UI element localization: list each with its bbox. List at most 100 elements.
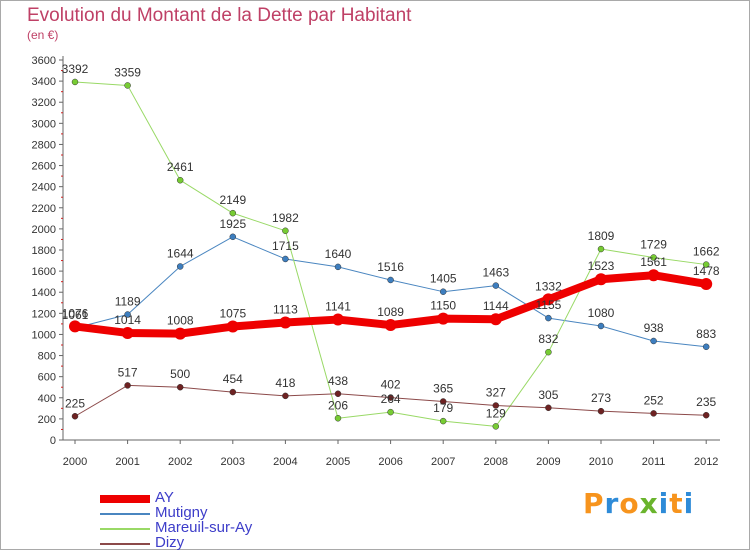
data-label-dizy: 235	[696, 395, 716, 409]
data-point-dizy	[650, 410, 657, 417]
data-point-ay	[174, 327, 187, 340]
data-label-mareuil-sur-ay: 832	[538, 332, 558, 346]
data-point-ay	[595, 273, 607, 286]
y-tick-label: 3600	[32, 55, 56, 67]
logo-letter: x	[639, 487, 659, 520]
data-point-mutigny	[702, 343, 710, 351]
data-point-dizy	[439, 398, 447, 405]
data-point-mareuil-sur-ay	[650, 254, 657, 261]
legend-label: AY	[155, 489, 174, 506]
data-point-mutigny	[334, 263, 342, 271]
data-label-mutigny: 1405	[430, 272, 457, 286]
legend-label: Mutigny	[155, 504, 208, 521]
y-tick-label: 1000	[32, 329, 56, 341]
data-label-mareuil-sur-ay: 1809	[588, 229, 615, 243]
data-point-mareuil-sur-ay	[229, 209, 237, 217]
data-label-dizy: 252	[644, 393, 664, 407]
logo-letter: i	[658, 487, 670, 520]
legend-swatch	[100, 528, 150, 530]
data-label-ay: 1144	[483, 299, 509, 313]
legend-swatch	[100, 543, 150, 545]
data-label-mutigny: 1463	[482, 266, 509, 280]
x-tick-label: 2010	[589, 456, 613, 468]
data-label-dizy: 418	[275, 376, 295, 390]
x-tick-label: 2007	[431, 456, 455, 468]
data-point-mutigny	[650, 337, 657, 345]
data-point-ay	[489, 313, 502, 326]
logo-letter: i	[683, 487, 695, 520]
data-label-mutigny: 1640	[325, 247, 352, 261]
data-label-ay: 1076	[62, 306, 89, 320]
data-label-mareuil-sur-ay: 3392	[62, 62, 89, 76]
data-label-mareuil-sur-ay: 206	[328, 398, 348, 412]
data-point-ay	[332, 313, 344, 326]
y-tick-label: 1800	[32, 245, 56, 257]
data-point-dizy	[334, 390, 342, 398]
y-tick-label: 2600	[32, 161, 56, 173]
data-point-dizy	[597, 407, 605, 415]
data-point-mareuil-sur-ay	[702, 261, 710, 268]
logo-letter: o	[619, 487, 640, 520]
data-point-ay	[279, 316, 292, 329]
logo-letter: P	[583, 487, 605, 520]
data-point-dizy	[702, 411, 710, 419]
data-point-ay	[700, 277, 713, 290]
data-point-mareuil-sur-ay	[282, 227, 289, 235]
data-label-dizy: 500	[170, 367, 190, 381]
x-tick-label: 2000	[63, 456, 87, 468]
data-point-mutigny	[597, 322, 605, 330]
data-point-mareuil-sur-ay	[387, 408, 394, 416]
data-label-ay: 1113	[273, 303, 298, 317]
data-label-dizy: 454	[223, 372, 243, 386]
data-label-dizy: 305	[538, 388, 558, 402]
data-label-dizy: 402	[381, 378, 401, 392]
chart-subtitle: (en €)	[27, 28, 59, 42]
data-point-dizy	[124, 382, 131, 389]
data-point-mutigny	[176, 263, 184, 270]
data-label-dizy: 327	[486, 385, 506, 399]
y-tick-label: 3000	[32, 118, 56, 130]
data-point-mutigny	[545, 314, 552, 322]
y-tick-label: 800	[38, 351, 56, 363]
data-label-dizy: 273	[591, 391, 611, 405]
data-point-mutigny	[439, 288, 447, 295]
data-point-ay	[542, 293, 555, 306]
data-label-mutigny: 1080	[588, 306, 615, 320]
data-label-mareuil-sur-ay: 179	[433, 401, 453, 415]
y-tick-label: 1400	[32, 287, 56, 299]
x-tick-label: 2002	[168, 456, 192, 468]
data-label-ay: 1089	[377, 305, 404, 319]
data-label-dizy: 517	[118, 365, 138, 379]
x-tick-label: 2006	[378, 456, 402, 468]
legend-swatch	[100, 495, 150, 503]
data-label-mareuil-sur-ay: 2149	[219, 193, 246, 207]
data-label-mutigny: 1715	[272, 239, 299, 253]
data-point-dizy	[176, 383, 184, 391]
data-label-mutigny: 1061	[62, 308, 89, 322]
legend-label: Mareuil-sur-Ay	[155, 519, 253, 536]
data-point-mareuil-sur-ay	[176, 176, 184, 184]
data-label-ay: 1141	[325, 300, 351, 314]
x-tick-label: 2004	[273, 456, 297, 468]
x-tick-label: 2011	[642, 456, 666, 468]
data-label-mutigny: 1189	[115, 294, 141, 308]
data-label-mutigny: 1155	[535, 298, 561, 312]
data-point-ay	[226, 320, 239, 333]
data-label-mareuil-sur-ay: 1729	[640, 237, 667, 251]
data-label-mutigny: 1644	[167, 246, 194, 260]
chart-title: Evolution du Montant de la Dette par Hab…	[27, 5, 412, 26]
x-tick-label: 2009	[536, 456, 560, 468]
data-label-mareuil-sur-ay: 3359	[114, 65, 141, 79]
y-tick-label: 2800	[32, 139, 56, 151]
y-tick-label: 1600	[32, 266, 56, 278]
data-label-dizy: 365	[433, 381, 453, 395]
data-point-dizy	[492, 402, 500, 409]
data-label-mareuil-sur-ay: 2461	[167, 160, 194, 174]
data-point-mutigny	[387, 276, 394, 284]
data-point-mutigny	[229, 233, 237, 241]
data-point-mareuil-sur-ay	[492, 423, 500, 430]
x-tick-label: 2012	[694, 456, 718, 468]
data-label-mareuil-sur-ay: 264	[381, 392, 401, 406]
data-point-mutigny	[124, 311, 131, 318]
